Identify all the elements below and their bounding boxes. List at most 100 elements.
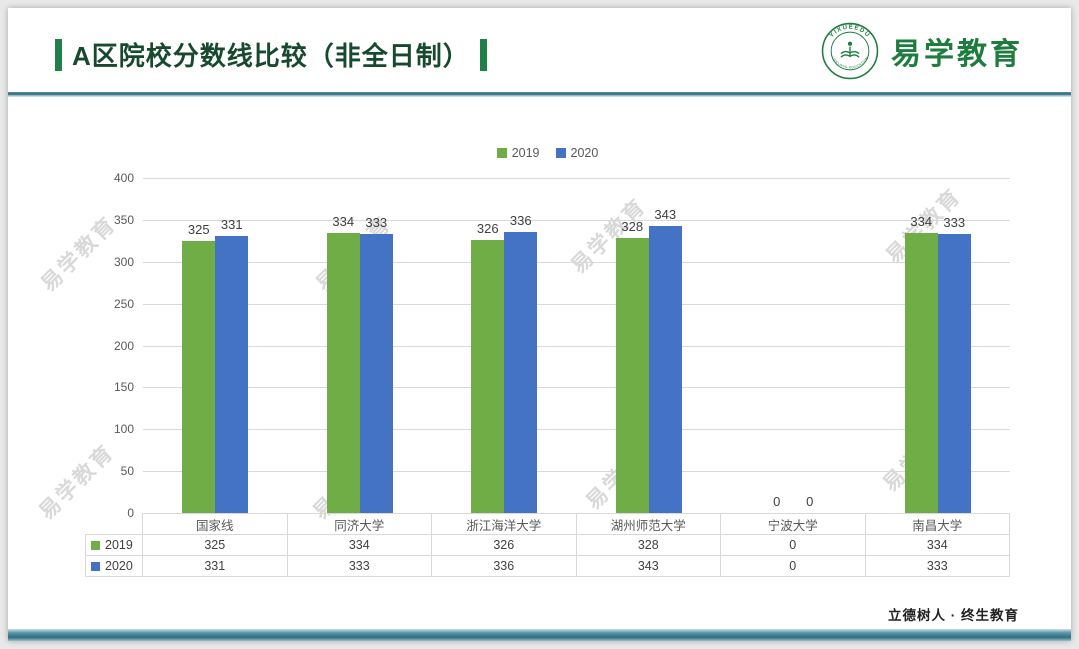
bar-group-国家线: 325 331 xyxy=(143,178,288,513)
bar-series-area: 325 331 334 333 326 336 328 343 0 0 334 333 xyxy=(143,178,1010,513)
gridline-200 xyxy=(143,345,1010,347)
y-tick-250: 250 xyxy=(113,296,134,311)
bar-slot: 331 xyxy=(215,178,249,513)
bar-value-label: 325 xyxy=(187,221,210,237)
bar-group-浙江海洋大学: 326 336 xyxy=(432,178,577,513)
category-label-湖州师范大学: 湖州师范大学 xyxy=(576,513,721,535)
bar-2020-国家线 xyxy=(215,235,249,513)
bar-value-label: 336 xyxy=(509,212,532,228)
title-accent-left xyxy=(55,38,62,71)
table-value-2019-同济大学: 334 xyxy=(287,535,432,556)
bar-value-label: 334 xyxy=(910,214,933,230)
gridline-50 xyxy=(143,471,1010,473)
table-row-header-2020: 2020 xyxy=(85,556,143,577)
legend-swatch-2019 xyxy=(496,148,507,158)
brand-name: 易学教育 xyxy=(891,38,1023,71)
y-tick-350: 350 xyxy=(113,212,134,227)
category-label-浙江海洋大学: 浙江海洋大学 xyxy=(432,513,577,535)
table-value-2019-浙江海洋大学: 326 xyxy=(432,535,577,556)
bar-2019-国家线 xyxy=(182,240,216,513)
table-corner xyxy=(85,513,143,535)
bar-group-湖州师范大学: 328 343 xyxy=(577,178,722,513)
category-label-宁波大学: 宁波大学 xyxy=(721,513,866,535)
bar-value-label: 0 xyxy=(806,494,814,509)
bar-slot: 336 xyxy=(504,178,538,513)
legend-item-2019: 2019 xyxy=(496,146,540,160)
chart-grid: 0 50 100 150 200 250 300 350 400 325 331 334 333 326… xyxy=(85,171,1010,577)
gridlines xyxy=(143,178,1010,514)
table-value-2020-浙江海洋大学: 336 xyxy=(432,556,577,577)
legend-label: 2019 xyxy=(511,146,540,160)
legend-label: 2020 xyxy=(570,146,599,160)
bar-value-label: 343 xyxy=(654,206,677,222)
brand-logo: YIXUEEDU LIFELONG EDUCATION 易学教育 xyxy=(821,22,1023,80)
table-row-swatch-2020 xyxy=(91,561,100,571)
bar-slot: 0 xyxy=(760,178,793,513)
table-row-header-2019: 2019 xyxy=(85,535,143,556)
table-value-2019-国家线: 325 xyxy=(143,535,288,556)
bar-2019-同济大学 xyxy=(326,233,360,513)
bar-value-label: 0 xyxy=(773,494,781,509)
bar-2020-浙江海洋大学 xyxy=(504,231,538,513)
table-value-2020-国家线: 331 xyxy=(143,556,288,577)
bar-slot: 334 xyxy=(904,178,938,513)
bar-slot: 325 xyxy=(182,178,216,513)
slide-header: A区院校分数线比较（非全日制） xyxy=(55,36,487,73)
table-row-label: 2020 xyxy=(105,559,133,573)
bar-2019-湖州师范大学 xyxy=(615,238,649,513)
title-accent-right xyxy=(479,38,487,71)
category-label-南昌大学: 南昌大学 xyxy=(865,513,1010,535)
bar-value-label: 326 xyxy=(476,220,499,236)
header-divider xyxy=(8,92,1071,97)
legend-item-2020: 2020 xyxy=(555,146,599,160)
table-value-2019-宁波大学: 0 xyxy=(721,535,866,556)
bar-slot: 328 xyxy=(615,178,649,513)
bar-slot: 333 xyxy=(937,178,971,513)
book-lamp-icon xyxy=(840,41,860,58)
bar-2019-南昌大学 xyxy=(904,233,938,513)
y-tick-100: 100 xyxy=(113,422,134,437)
bar-group-南昌大学: 334 333 xyxy=(866,178,1011,513)
gridline-300 xyxy=(143,261,1010,263)
legend-swatch-2020 xyxy=(555,148,566,158)
table-value-2020-南昌大学: 333 xyxy=(865,556,1010,577)
table-row-label: 2019 xyxy=(105,538,133,552)
y-tick-300: 300 xyxy=(113,254,134,269)
bar-2020-南昌大学 xyxy=(937,234,971,513)
table-value-2019-南昌大学: 334 xyxy=(865,535,1010,556)
y-axis: 0 50 100 150 200 250 300 350 400 xyxy=(85,171,143,520)
bar-slot: 333 xyxy=(359,178,393,513)
y-tick-400: 400 xyxy=(113,171,134,185)
gridline-150 xyxy=(143,387,1010,389)
footer-divider xyxy=(8,629,1071,641)
bar-value-label: 333 xyxy=(943,215,966,231)
category-label-同济大学: 同济大学 xyxy=(287,513,432,535)
table-value-2020-湖州师范大学: 343 xyxy=(576,556,721,577)
y-tick-50: 50 xyxy=(120,464,134,479)
bar-value-label: 328 xyxy=(621,219,644,235)
footer-slogan: 立德树人 · 终生教育 xyxy=(888,608,1019,623)
bar-2019-浙江海洋大学 xyxy=(471,239,505,513)
score-comparison-bar-chart: 2019 2020 0 50 100 150 200 250 300 350 400 325 331… xyxy=(85,143,1010,577)
y-tick-150: 150 xyxy=(113,380,134,395)
bar-slot: 343 xyxy=(648,178,682,513)
page-title: A区院校分数线比较（非全日制） xyxy=(72,41,470,71)
gridline-0 xyxy=(143,513,1010,514)
bar-value-label: 333 xyxy=(365,215,388,231)
bar-2020-湖州师范大学 xyxy=(648,225,682,513)
gridline-400 xyxy=(143,178,1010,179)
chart-legend: 2019 2020 xyxy=(85,143,1010,163)
table-value-2020-同济大学: 333 xyxy=(287,556,432,577)
table-row-swatch-2019 xyxy=(91,540,100,550)
bar-slot: 334 xyxy=(326,178,360,513)
bar-group-同济大学: 334 333 xyxy=(288,178,433,513)
y-tick-0: 0 xyxy=(127,506,134,520)
gridline-250 xyxy=(143,303,1010,305)
bar-value-label: 331 xyxy=(220,216,243,232)
table-value-2020-宁波大学: 0 xyxy=(721,556,866,577)
bar-slot: 0 xyxy=(793,178,826,513)
bar-2020-同济大学 xyxy=(359,234,393,513)
bar-value-label: 334 xyxy=(332,214,355,230)
gridline-350 xyxy=(143,219,1010,221)
